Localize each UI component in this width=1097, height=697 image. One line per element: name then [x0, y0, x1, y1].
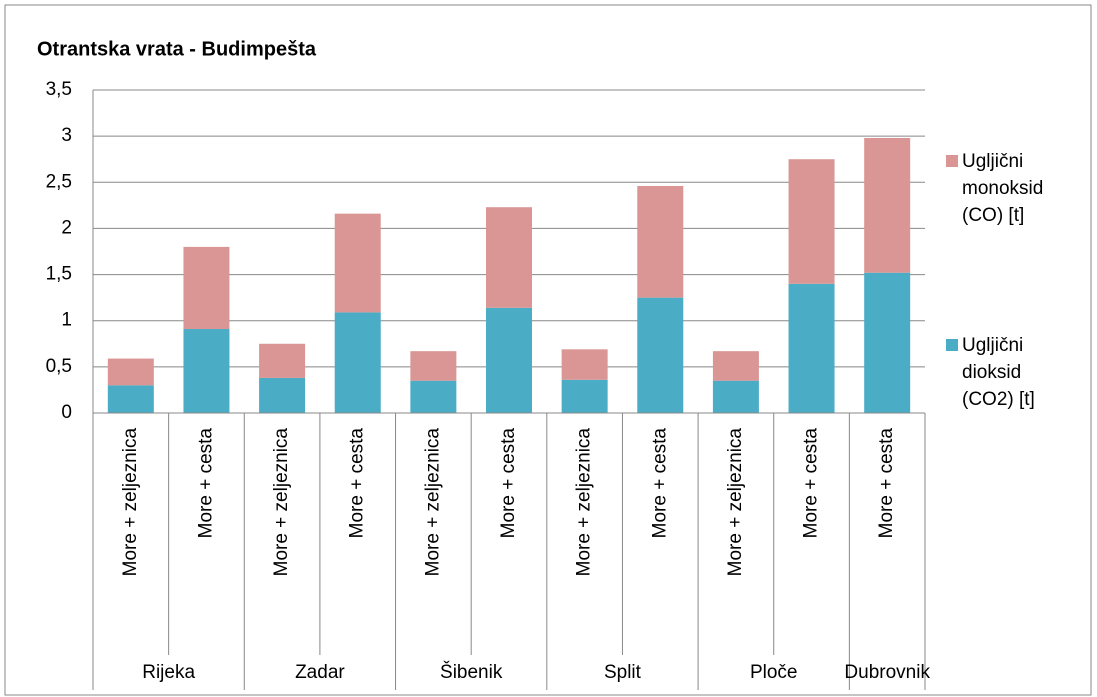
bar-segment: [259, 377, 306, 413]
bar-segment: [410, 380, 457, 413]
bar-segment: [561, 349, 608, 380]
bar-segment: [183, 329, 230, 413]
bar-segment: [410, 351, 457, 381]
x-tick-label: More + zeljeznica: [271, 428, 292, 577]
bar-segment: [259, 343, 306, 378]
x-tick-label: More + zeljeznica: [422, 428, 443, 577]
y-tick-label: 1: [61, 310, 72, 331]
y-tick-label: 3: [61, 125, 72, 146]
bar-segment: [864, 272, 911, 413]
chart-title: Otrantska vrata - Budimpešta: [37, 38, 317, 60]
x-tick-label: More + cesta: [876, 428, 897, 539]
bar-segment: [334, 312, 381, 413]
bar-segment: [712, 380, 759, 413]
frame: [4, 4, 1092, 696]
y-tick-label: 0: [61, 402, 72, 423]
bar-segment: [712, 351, 759, 381]
bar-segment: [334, 213, 381, 313]
x-tick-label: More + zeljeznica: [120, 428, 141, 577]
y-tick-label: 3,5: [46, 79, 72, 100]
bar-segment: [637, 297, 684, 413]
x-tick-label: More + cesta: [195, 428, 216, 539]
group-label: Šibenik: [440, 661, 503, 683]
bar-segment: [788, 283, 835, 413]
y-tick-label: 2,5: [46, 171, 72, 192]
bar-segment: [107, 385, 154, 413]
group-label: Dubrovnik: [844, 662, 930, 683]
bar-segment: [788, 159, 835, 284]
y-tick-label: 2: [61, 217, 72, 238]
group-label: Rijeka: [142, 662, 195, 683]
bar-segment: [486, 307, 532, 413]
group-label: Zadar: [295, 662, 345, 683]
legend-label: Ugljični monoksid (CO) [t]: [962, 151, 1044, 226]
bar-segment: [107, 358, 154, 386]
y-tick-label: 1,5: [46, 264, 72, 285]
y-tick-label: 0,5: [46, 356, 72, 377]
x-tick-label: More + zeljeznica: [725, 428, 746, 577]
bar-segment: [486, 207, 532, 308]
x-tick-label: More + cesta: [498, 428, 519, 539]
legend-label: Ugljični dioksid (CO2) [t]: [962, 335, 1035, 410]
group-label: Ploče: [750, 662, 798, 683]
legend-swatch: [946, 339, 958, 351]
group-label: Split: [604, 662, 642, 683]
x-tick-label: More + cesta: [801, 428, 822, 539]
bar-segment: [864, 137, 911, 273]
x-tick-label: More + cesta: [347, 428, 368, 539]
bar-segment: [637, 185, 684, 298]
x-tick-label: More + cesta: [649, 428, 670, 539]
legend-swatch: [946, 155, 958, 167]
x-tick-label: More + zeljeznica: [574, 428, 595, 577]
bar-segment: [183, 246, 230, 330]
bar-segment: [561, 379, 608, 413]
